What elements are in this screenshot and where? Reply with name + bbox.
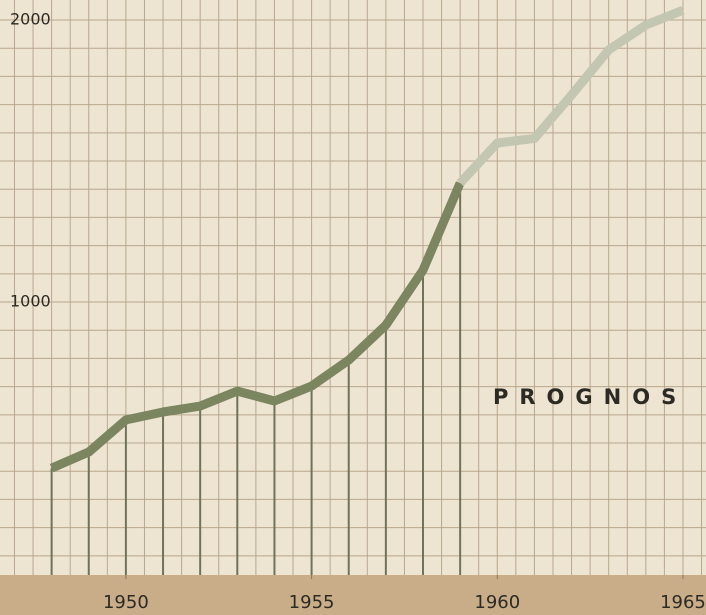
series-line [49,181,465,473]
annotation: PROGNOS [493,385,687,409]
plot-background [0,0,706,575]
y-tick-label: 2000 [10,10,51,29]
x-tick-label: 1965 [660,592,706,613]
y-tick-label: 1000 [10,292,51,311]
x-tick-label: 1955 [289,592,335,613]
x-tick-label: 1950 [103,592,149,613]
axis-band [0,575,706,615]
series-line [456,5,685,187]
x-tick-label: 1960 [474,592,520,613]
